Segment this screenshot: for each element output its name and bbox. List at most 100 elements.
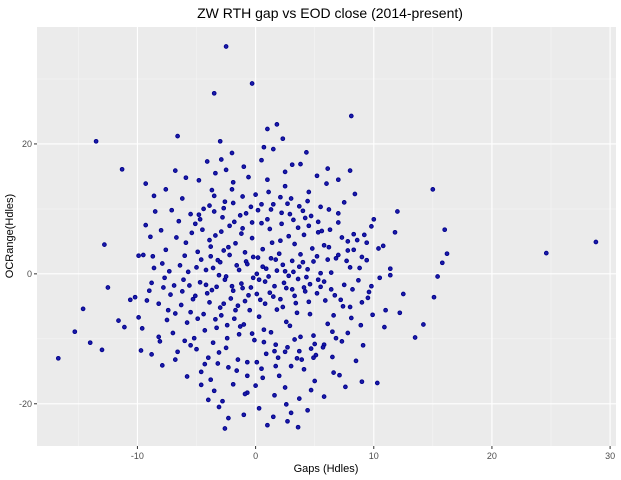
data-point [282, 349, 288, 355]
data-point [170, 330, 176, 336]
data-point [353, 358, 359, 364]
data-point [304, 274, 309, 280]
data-point [254, 271, 260, 277]
data-point [320, 344, 326, 350]
data-point [210, 340, 216, 346]
data-point [285, 418, 290, 424]
data-point [138, 348, 144, 353]
data-point [183, 175, 189, 181]
data-point [234, 263, 240, 268]
data-point [305, 266, 310, 272]
data-point [276, 373, 282, 379]
data-point [236, 267, 242, 273]
data-point [256, 405, 262, 411]
data-point [201, 206, 206, 212]
data-point [237, 324, 243, 329]
data-point [327, 227, 333, 233]
data-point [207, 300, 212, 305]
data-point [233, 240, 238, 246]
data-point [182, 253, 188, 259]
y-axis-ticks: -20 0 20 [19, 139, 37, 409]
data-point [325, 321, 331, 327]
data-point [330, 354, 335, 360]
data-point [257, 297, 263, 303]
data-point [156, 301, 162, 307]
data-point [314, 290, 320, 296]
data-point [296, 348, 302, 354]
data-point [338, 297, 344, 303]
data-point [292, 293, 297, 299]
data-point [309, 246, 315, 251]
data-point [253, 383, 258, 388]
data-point [265, 216, 270, 222]
data-point [377, 275, 383, 281]
data-point [188, 342, 193, 348]
data-point [333, 255, 339, 261]
data-point [209, 287, 215, 293]
data-point [159, 261, 165, 266]
data-point [202, 361, 208, 367]
data-point [371, 216, 377, 222]
data-points [55, 44, 599, 431]
data-point [195, 316, 201, 322]
data-point [146, 288, 152, 294]
data-point [366, 289, 372, 295]
x-axis-title: Gaps (Hdles) [294, 463, 359, 475]
data-point [298, 334, 303, 340]
data-point [442, 227, 448, 233]
data-point [364, 257, 370, 263]
data-point [243, 211, 249, 216]
data-point [172, 168, 178, 173]
data-point [306, 299, 312, 305]
data-point [315, 219, 321, 225]
data-point [444, 251, 450, 257]
data-point [370, 312, 375, 318]
data-point [261, 327, 267, 333]
data-point [325, 166, 331, 171]
data-point [311, 355, 316, 361]
data-point [166, 268, 172, 274]
data-point [227, 223, 232, 229]
grid-lines [37, 27, 616, 446]
data-point [273, 363, 279, 369]
data-point [283, 402, 289, 407]
data-point [179, 196, 185, 201]
y-tick-label: -20 [19, 399, 32, 409]
data-point [292, 241, 297, 247]
data-point [230, 200, 236, 206]
data-point [248, 285, 254, 290]
data-point [191, 335, 197, 341]
data-point [278, 194, 283, 200]
data-point [265, 177, 270, 183]
data-point [209, 187, 215, 193]
data-point [292, 337, 297, 342]
data-point [278, 296, 283, 302]
data-point [226, 415, 231, 421]
data-point [256, 277, 262, 283]
data-point [218, 313, 224, 318]
data-point [262, 279, 268, 284]
data-point [270, 201, 276, 207]
data-point [286, 273, 292, 279]
data-point [328, 270, 334, 275]
data-point [214, 325, 219, 331]
data-point [260, 375, 266, 381]
data-point [237, 213, 243, 218]
data-point [208, 253, 214, 259]
data-point [227, 252, 232, 258]
data-point [205, 355, 211, 361]
data-point [387, 272, 393, 278]
data-point [259, 201, 264, 207]
data-point [299, 357, 305, 362]
data-point [348, 315, 354, 321]
data-point [223, 167, 229, 173]
data-point [283, 285, 289, 291]
data-point [234, 368, 240, 373]
data-point [291, 269, 296, 275]
data-point [331, 313, 336, 318]
data-point [250, 254, 256, 260]
data-point [332, 292, 338, 298]
data-point [325, 257, 331, 262]
data-point [253, 192, 258, 197]
data-point [265, 422, 270, 428]
